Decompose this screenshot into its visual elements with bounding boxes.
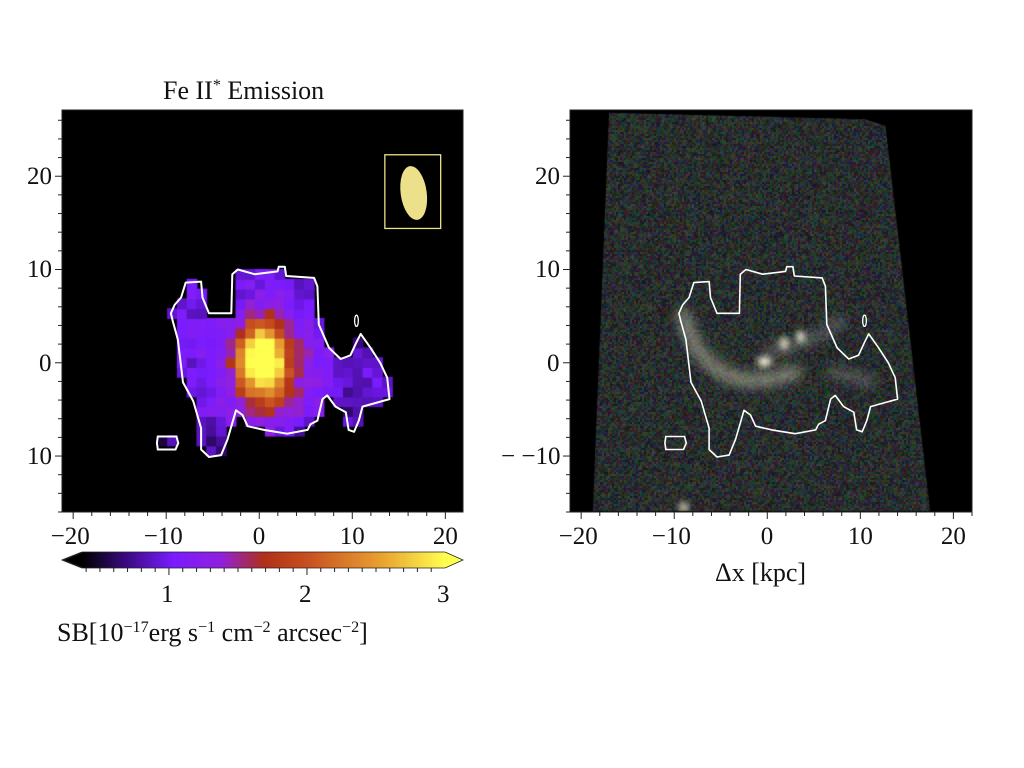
beam-ellipse [400, 166, 428, 220]
x-axis-label: Δx [kpc] [715, 558, 807, 587]
colorbar-gradient [62, 552, 463, 568]
x-tick-label: 10 [339, 523, 365, 550]
text-segment: −2 [253, 619, 271, 637]
axes-frame [61, 109, 464, 513]
x-tick-label: 10 [847, 523, 873, 550]
x-tick-label: −20 [558, 523, 598, 550]
text-segment: SB[10 [57, 618, 124, 647]
x-tick-label: 20 [940, 523, 966, 550]
text-segment: erg s [148, 618, 199, 647]
x-tick-label: −20 [50, 523, 90, 550]
text-segment: Fe II [163, 76, 213, 105]
contour-island [155, 435, 180, 451]
emission-contour [678, 265, 899, 458]
colorbar-tick-label: 1 [160, 581, 174, 608]
colorbar-tick-label: 3 [437, 581, 450, 608]
emission-contour [169, 265, 391, 458]
text-segment: −17 [123, 619, 149, 637]
contour-island [664, 435, 688, 451]
galaxy-image [570, 110, 972, 512]
contour-group [155, 265, 391, 458]
text-segment: −2 [342, 619, 360, 637]
contour-group [664, 265, 899, 458]
text-segment: * [212, 77, 221, 95]
y-tick-label: 0 [547, 349, 560, 377]
colorbar-outline [60, 551, 464, 569]
beam-box [384, 154, 442, 230]
y-tick-label: 20 [535, 163, 560, 191]
x-tick-label: 0 [760, 523, 774, 550]
text-segment: −1 [198, 619, 216, 637]
text-segment: ] [359, 618, 368, 647]
text-segment: arcsec [270, 618, 343, 647]
colorbar-tick-label: 2 [298, 581, 312, 608]
y-tick-label: 10 [27, 443, 52, 471]
x-tick-label: −10 [651, 523, 691, 550]
y-tick-label: 20 [27, 163, 52, 191]
x-tick-label: −10 [143, 523, 183, 550]
text-segment: cm [215, 618, 254, 647]
contour-small-ellipse [862, 314, 868, 328]
y-tick-label: 10 [27, 256, 52, 284]
left-panel-title: Fe II* Emission [163, 76, 324, 106]
colorbar-label: SB[10−17erg s−1 cm−2 arcsec−2] [57, 618, 368, 648]
x-tick-label: 0 [252, 523, 266, 550]
y-tick-label: 0 [39, 349, 52, 377]
axes-frame [569, 109, 973, 513]
x-tick-label: 20 [432, 523, 458, 550]
feii-emission-map [62, 110, 463, 512]
text-segment: Emission [220, 76, 325, 105]
y-tick-label: − −10 [501, 443, 561, 471]
contour-small-ellipse [353, 314, 359, 328]
y-tick-label: 10 [535, 256, 560, 284]
